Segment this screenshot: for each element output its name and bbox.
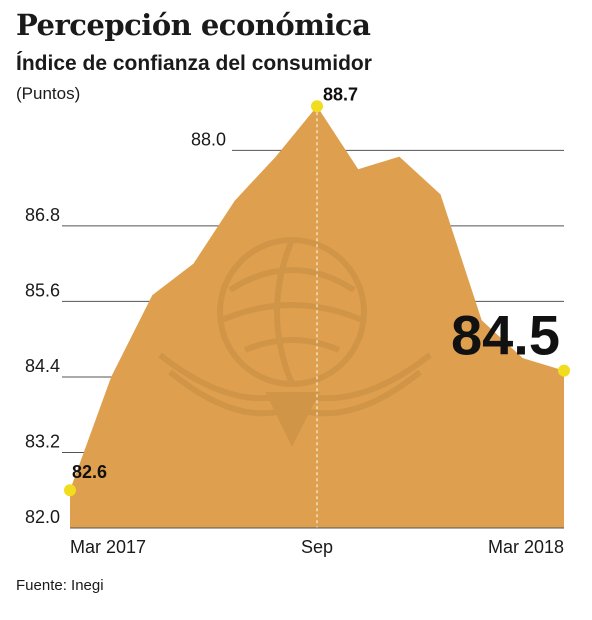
- data-label-first: 82.6: [72, 462, 107, 482]
- y-tick-label: 86.8: [25, 205, 60, 225]
- chart-title: Percepción económica: [16, 8, 371, 42]
- data-labels: 82.6 88.7 84.5: [72, 84, 560, 482]
- eagle-emblem-watermark: [158, 237, 432, 447]
- point-marker: [311, 100, 323, 113]
- y-axis: 82.0 83.2 84.4 85.6 86.8 88.0: [25, 129, 226, 527]
- point-marker: [558, 364, 570, 377]
- point-marker: [64, 484, 76, 497]
- y-tick-label: 88.0: [191, 129, 226, 149]
- y-tick-label: 83.2: [25, 431, 60, 451]
- data-label-last: 84.5: [451, 304, 560, 367]
- y-tick-label: 84.4: [25, 356, 60, 376]
- units-label: (Puntos): [16, 84, 81, 103]
- data-label-peak: 88.7: [323, 84, 358, 104]
- x-tick-label: Mar 2017: [70, 537, 146, 557]
- point-markers: [64, 100, 570, 497]
- chart-subtitle: Índice de confianza del consumidor: [16, 52, 372, 75]
- source-note: Fuente: Inegi: [16, 577, 104, 594]
- x-axis: Mar 2017 Sep Mar 2018: [70, 537, 564, 557]
- y-tick-label: 82.0: [25, 507, 60, 527]
- x-tick-label: Sep: [301, 537, 333, 557]
- x-tick-label: Mar 2018: [488, 537, 564, 557]
- y-tick-label: 85.6: [25, 280, 60, 300]
